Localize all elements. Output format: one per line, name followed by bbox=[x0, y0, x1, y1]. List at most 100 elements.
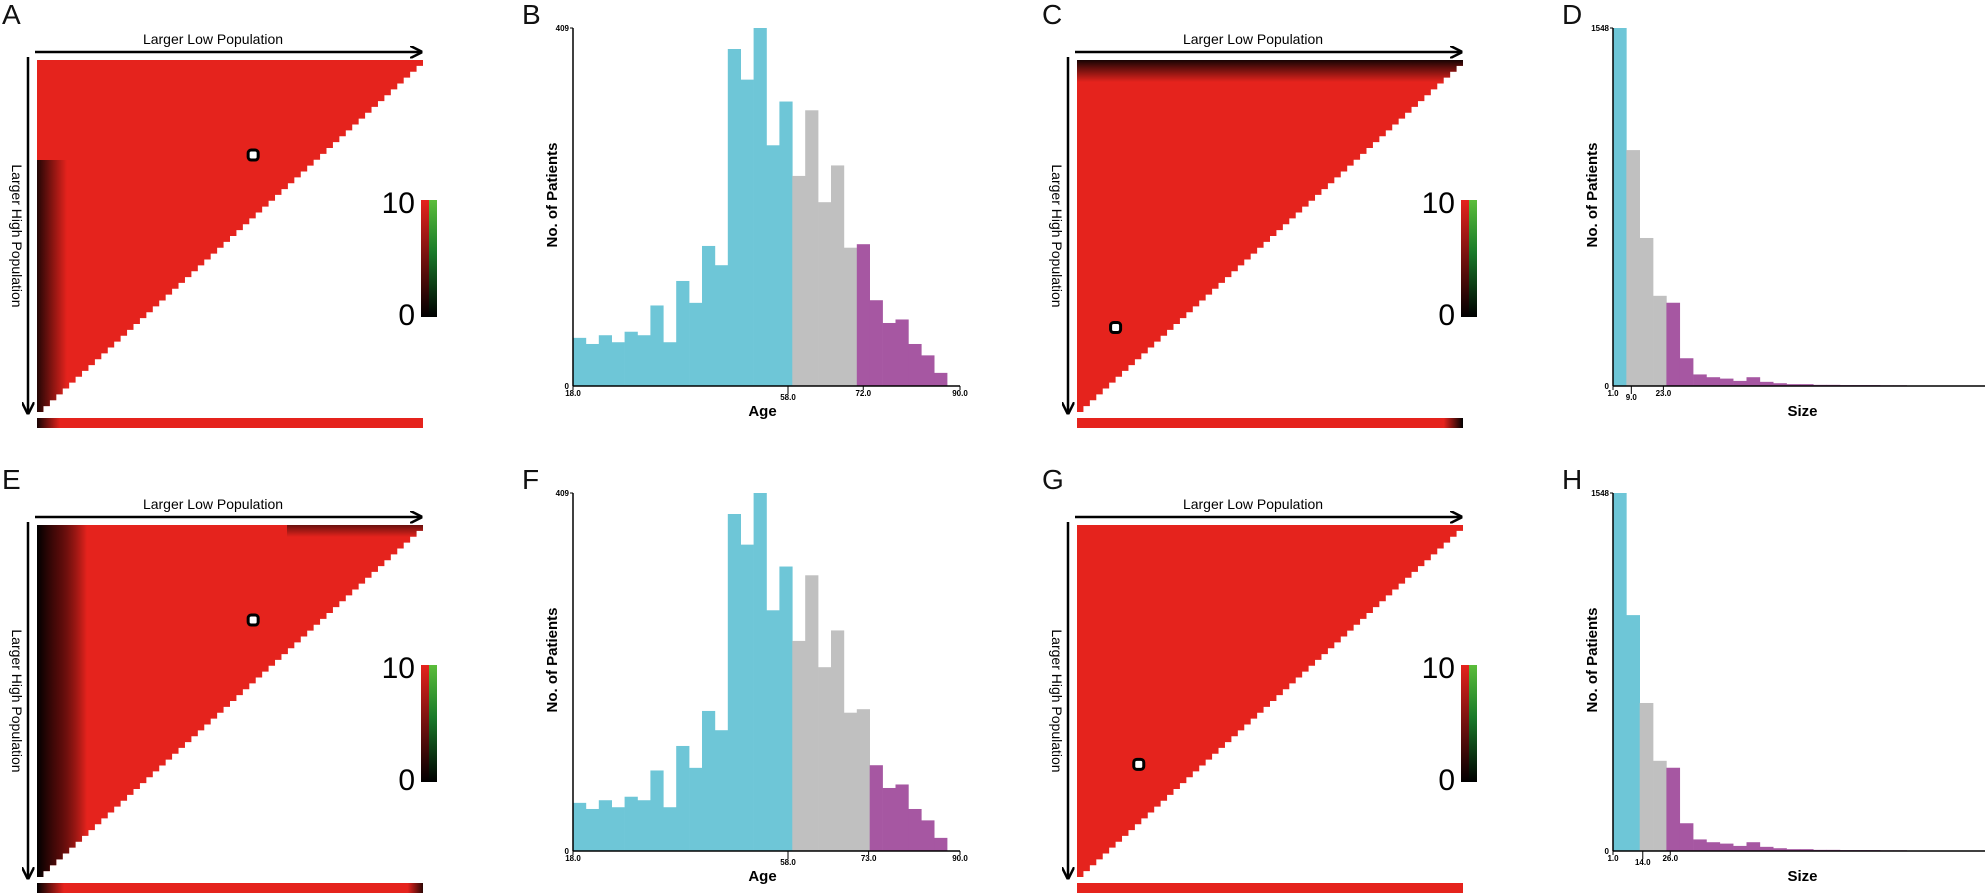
legend-bar-red bbox=[421, 665, 429, 782]
x-tick-label: 14.0 bbox=[1635, 858, 1651, 867]
histogram-bar bbox=[585, 808, 600, 851]
histogram-bar bbox=[650, 770, 664, 851]
x-axis-title: Age bbox=[748, 403, 776, 420]
x-tick-label: 23.0 bbox=[1656, 389, 1672, 398]
side-axis-label: Larger High Population bbox=[1049, 629, 1065, 772]
legend-max-label: 10 bbox=[382, 652, 415, 685]
top-axis-label: Larger Low Population bbox=[1183, 31, 1323, 47]
histogram-bar bbox=[779, 566, 793, 851]
heatmap-dark-region bbox=[1077, 60, 1463, 82]
heatmap-triangle bbox=[37, 525, 423, 877]
histogram-bar bbox=[611, 807, 625, 851]
histogram-bar bbox=[1786, 384, 1801, 386]
y-zero-label: 0 bbox=[1605, 847, 1610, 856]
histogram-bar bbox=[1719, 843, 1734, 851]
top-axis-label: Larger Low Population bbox=[1183, 496, 1323, 512]
panel-F: F 409 018.0 58.0 73.0 90.0 Age No. of Patients bbox=[522, 464, 968, 885]
histogram-bar bbox=[702, 710, 716, 851]
histogram-bar bbox=[1613, 28, 1627, 386]
histogram-bar bbox=[882, 322, 896, 386]
histogram-bar bbox=[1733, 845, 1747, 851]
histogram-bar bbox=[831, 630, 845, 851]
histogram-bar bbox=[805, 110, 819, 386]
y-zero-label: 0 bbox=[1605, 382, 1610, 391]
histogram-bar bbox=[714, 730, 729, 851]
panel-letter: E bbox=[2, 464, 21, 495]
histogram-bar bbox=[1626, 615, 1641, 851]
histogram-bar bbox=[624, 796, 638, 851]
histogram-bar bbox=[869, 765, 883, 851]
histogram-bar bbox=[1706, 842, 1721, 851]
histogram-bar bbox=[843, 247, 858, 386]
x-axis-title: Size bbox=[1787, 403, 1817, 420]
y-zero-label: 0 bbox=[565, 382, 570, 391]
x-tick-label: 26.0 bbox=[1662, 854, 1678, 863]
legend-min-label: 0 bbox=[1438, 764, 1455, 797]
histogram-bar bbox=[1786, 849, 1801, 851]
legend-bar-red bbox=[421, 200, 429, 317]
y-max-label: 409 bbox=[556, 24, 570, 33]
x-tick-label: 73.0 bbox=[861, 854, 877, 863]
histogram-bar bbox=[1679, 823, 1694, 851]
heatmap-dark-region bbox=[37, 525, 87, 877]
histogram-bar bbox=[689, 302, 703, 386]
histogram-bar bbox=[1799, 384, 1814, 386]
y-axis-title: No. of Patients bbox=[1584, 607, 1601, 712]
histogram-bar bbox=[818, 202, 832, 386]
histogram-bar bbox=[1799, 849, 1814, 851]
histogram-bar bbox=[676, 280, 690, 386]
histogram-bar bbox=[663, 807, 677, 851]
optimal-cut-marker bbox=[246, 148, 260, 162]
histogram-bar bbox=[740, 544, 754, 851]
legend-min-label: 0 bbox=[398, 764, 415, 797]
legend-bar-green bbox=[429, 200, 437, 317]
histogram-bar bbox=[921, 355, 935, 386]
histogram-bar bbox=[1706, 377, 1721, 386]
heatmap-dark-region-top bbox=[287, 525, 423, 537]
optimal-cut-marker bbox=[246, 613, 260, 627]
histogram-bar bbox=[714, 265, 729, 386]
bottom-bar bbox=[1077, 883, 1463, 893]
y-max-label: 409 bbox=[556, 489, 570, 498]
x-tick-label: 58.0 bbox=[780, 858, 796, 867]
histogram-bar bbox=[598, 335, 612, 386]
histogram-bar bbox=[856, 244, 870, 386]
histogram-bar bbox=[766, 145, 780, 386]
histogram-bar bbox=[1746, 377, 1761, 386]
panel-B: B 409 018.0 58.0 72.0 90.0 Age No. of Patients bbox=[522, 0, 968, 420]
histogram-bar bbox=[663, 342, 677, 386]
legend-max-label: 10 bbox=[1422, 652, 1455, 685]
histogram-bar bbox=[1639, 702, 1654, 851]
legend-bar-red bbox=[1461, 200, 1469, 317]
x-tick-label: 18.0 bbox=[565, 854, 581, 863]
histogram-bar bbox=[637, 335, 651, 386]
histogram-bar bbox=[624, 331, 638, 386]
panel-C: C Larger Low Population Larger High Popula… bbox=[1042, 0, 1477, 428]
histogram-bar bbox=[856, 709, 870, 851]
x-axis-title: Age bbox=[748, 868, 776, 885]
histogram-bar bbox=[908, 808, 922, 851]
side-axis-label: Larger High Population bbox=[9, 164, 25, 307]
histogram-bar bbox=[585, 343, 600, 386]
panel-letter: H bbox=[1562, 464, 1582, 495]
legend-bar-green bbox=[1469, 665, 1477, 782]
histogram-bar bbox=[1759, 381, 1774, 386]
histogram-bar bbox=[637, 800, 651, 851]
heatmap-triangle bbox=[1077, 525, 1463, 877]
x-tick-label: 18.0 bbox=[565, 389, 581, 398]
histogram-bar bbox=[676, 745, 690, 851]
histogram-bar bbox=[1773, 848, 1787, 851]
panel-letter: F bbox=[522, 464, 539, 495]
panel-G: G Larger Low Population Larger High Popula… bbox=[1042, 464, 1477, 893]
x-tick-label: 90.0 bbox=[952, 389, 968, 398]
panel-letter: B bbox=[522, 0, 541, 30]
legend-max-label: 10 bbox=[382, 187, 415, 220]
histogram-bar bbox=[1719, 378, 1734, 386]
y-max-label: 1548 bbox=[1591, 24, 1609, 33]
histogram-bar bbox=[1746, 842, 1761, 851]
histogram-bar bbox=[792, 175, 806, 386]
histogram-bar bbox=[1613, 493, 1627, 851]
panel-letter: D bbox=[1562, 0, 1582, 30]
